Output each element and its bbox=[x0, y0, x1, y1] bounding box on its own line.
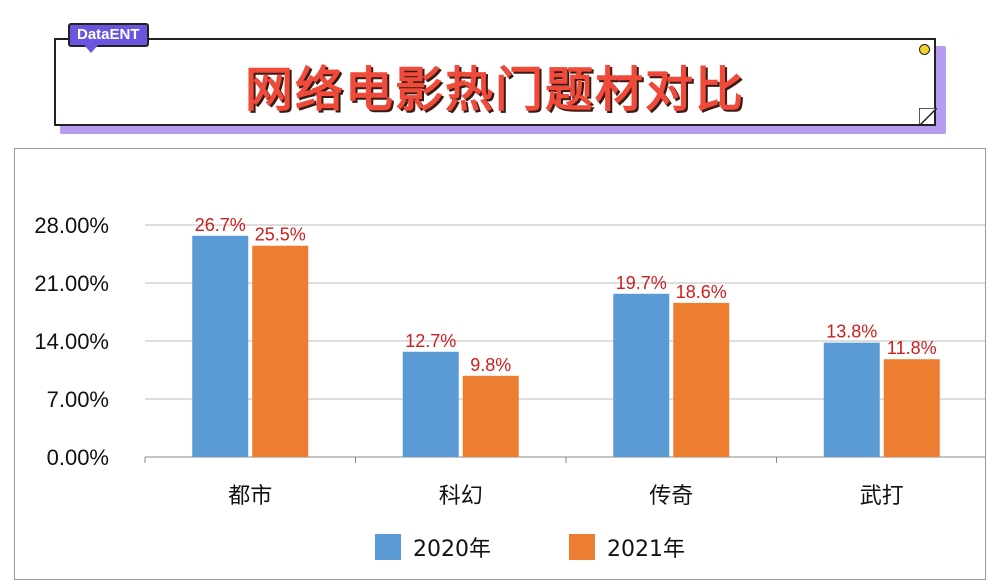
bar bbox=[192, 235, 249, 457]
data-label: 9.8% bbox=[470, 355, 511, 375]
y-tick-label: 21.00% bbox=[34, 271, 109, 296]
bar bbox=[252, 245, 309, 457]
data-label: 19.7% bbox=[616, 273, 667, 293]
legend-swatch bbox=[569, 534, 595, 560]
data-label: 18.6% bbox=[676, 282, 727, 302]
data-label: 26.7% bbox=[195, 215, 246, 235]
y-tick-label: 7.00% bbox=[47, 387, 109, 412]
bar bbox=[402, 351, 459, 457]
chart-container: 0.00% 7.00% 14.00% 21.00% 28.00% 26.7% 25.5% 都市… bbox=[14, 148, 986, 580]
bar-chart: 0.00% 7.00% 14.00% 21.00% 28.00% 26.7% 25.5% 都市… bbox=[34, 213, 985, 562]
data-label: 12.7% bbox=[405, 331, 456, 351]
legend-swatch bbox=[375, 534, 401, 560]
bar bbox=[462, 375, 519, 457]
y-tick-label: 28.00% bbox=[34, 213, 109, 238]
data-label: 25.5% bbox=[255, 225, 306, 245]
brand-tag-pointer bbox=[84, 45, 98, 53]
y-tick-label: 14.00% bbox=[34, 329, 109, 354]
data-label: 13.8% bbox=[826, 322, 877, 342]
x-tick-label: 科幻 bbox=[439, 484, 483, 509]
legend-label: 2020年 bbox=[413, 537, 491, 562]
page-fold-icon bbox=[919, 108, 937, 126]
brand-tag: DataENT bbox=[68, 23, 149, 47]
y-tick-label: 0.00% bbox=[47, 445, 109, 470]
legend-label: 2021年 bbox=[607, 537, 685, 562]
bar bbox=[613, 293, 670, 457]
data-label: 11.8% bbox=[887, 338, 937, 358]
bar bbox=[883, 359, 940, 457]
bar bbox=[823, 342, 880, 457]
decor-dot-icon bbox=[919, 44, 930, 55]
x-tick-label: 武打 bbox=[860, 484, 904, 509]
title-banner: 网络电影热门题材对比 bbox=[54, 38, 936, 126]
bar bbox=[673, 302, 730, 457]
x-tick-label: 都市 bbox=[228, 484, 272, 509]
page-title: 网络电影热门题材对比 bbox=[244, 62, 745, 118]
x-tick-label: 传奇 bbox=[649, 484, 693, 509]
